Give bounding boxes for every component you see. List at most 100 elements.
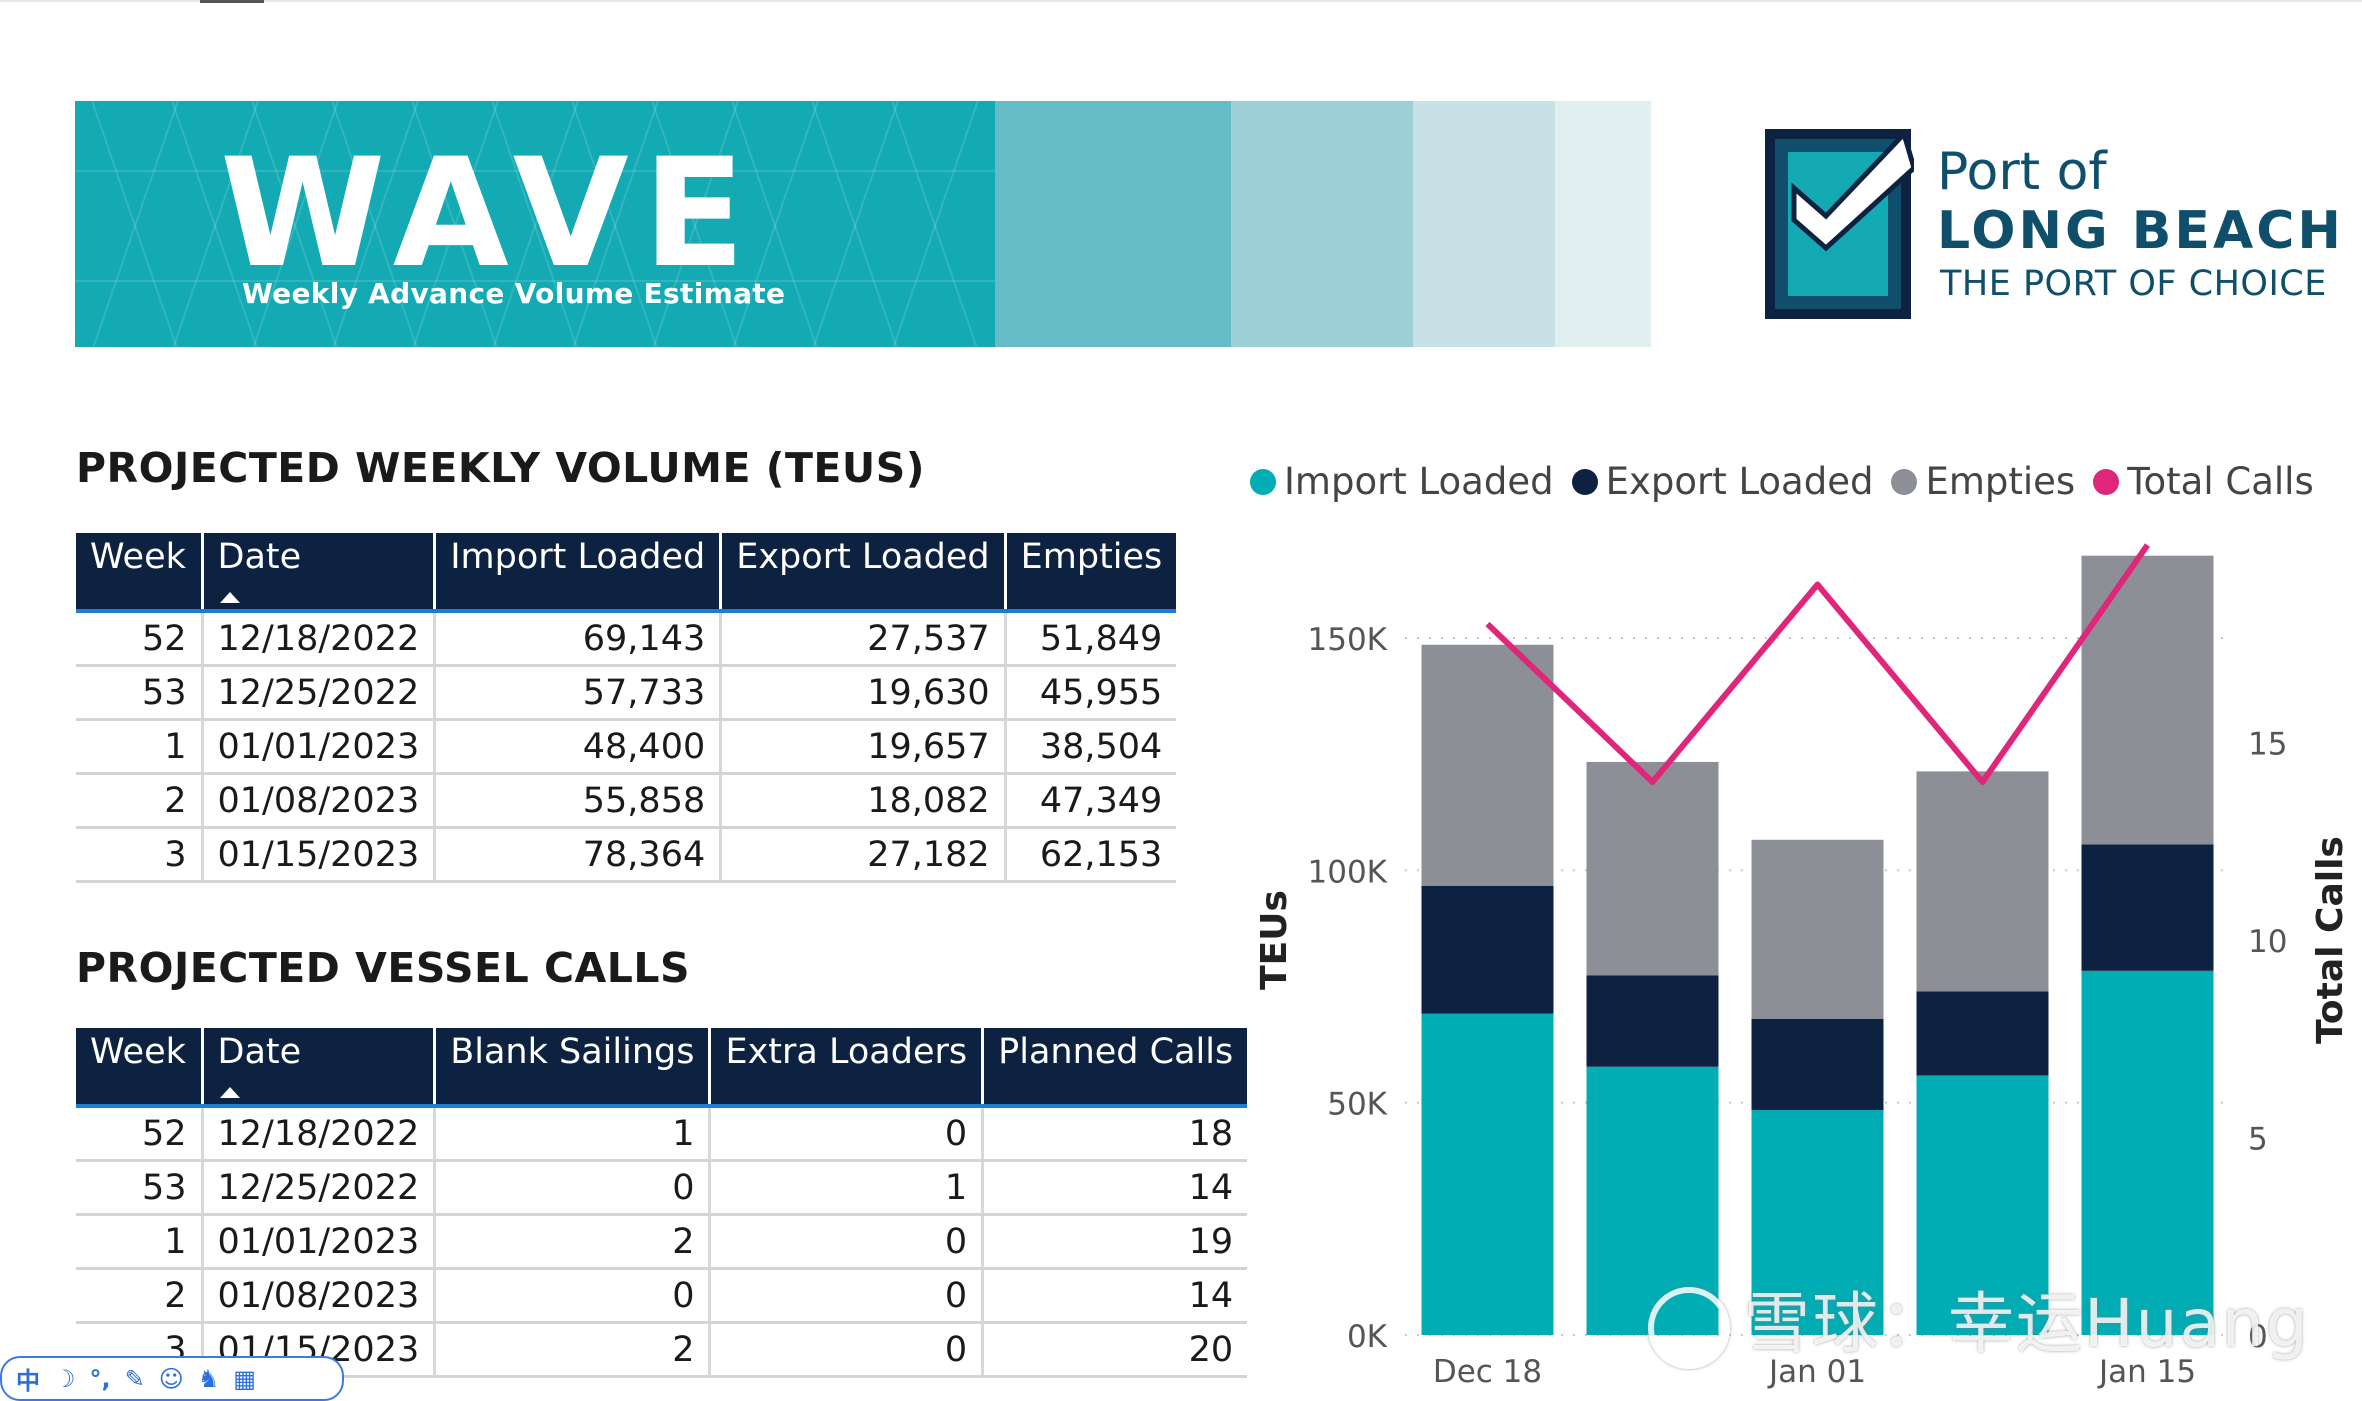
volume-heading: PROJECTED WEEKLY VOLUME (TEUS) [76,444,925,492]
banner-title: WAVE [220,127,760,301]
banner-band-5 [1555,101,1651,347]
cell-export-loaded: 27,182 [719,827,1006,883]
cell-extra-loaders: 1 [708,1160,983,1216]
cell-week: 52 [76,611,202,667]
cell-extra-loaders: 0 [708,1106,983,1162]
bar-export-loaded [1751,1018,1884,1111]
cell-export-loaded: 18,082 [719,773,1006,829]
cell-blank-sailings: 2 [433,1322,710,1378]
y2-tick-label: 10 [2248,924,2287,960]
calls-table: Week Date Blank Sailings Extra Loaders P… [76,1028,1248,1378]
table-row: 53 12/25/2022 57,733 19,630 45,955 [76,665,1177,721]
cell-empties: 38,504 [1003,719,1177,775]
bar-empties [1421,644,1554,886]
ime-toolbar[interactable]: 中 ☽ °, ✎ ☺ ♞ ▦ [0,1356,344,1401]
cell-export-loaded: 19,630 [719,665,1006,721]
wrench-icon[interactable]: ✎ [124,1364,145,1393]
column-header-export-loaded[interactable]: Export Loaded [719,533,1006,611]
cell-import-loaded: 78,364 [433,827,721,883]
emoji-icon[interactable]: ☺ [158,1364,184,1393]
banner-band-4 [1413,101,1555,347]
column-header-week[interactable]: Week [76,1028,202,1106]
legend-label: Total Calls [2127,460,2314,503]
column-header-import-loaded[interactable]: Import Loaded [433,533,721,611]
column-header-date[interactable]: Date [200,1028,435,1106]
legend-dot-icon [2093,468,2120,495]
legend-label: Import Loaded [1284,460,1554,503]
legend-item-total-calls[interactable]: Total Calls [2093,460,2314,503]
table-row: 2 01/08/2023 55,858 18,082 47,349 [76,773,1177,829]
sort-ascending-icon[interactable] [219,1087,240,1098]
window-top-marker [200,0,264,3]
bar-export-loaded [2081,844,2214,971]
cell-empties: 62,153 [1003,827,1177,883]
table-row: 52 12/18/2022 1 0 18 [76,1106,1248,1162]
column-header-week[interactable]: Week [76,533,202,611]
y-tick-label: 150K [1308,622,1388,658]
cell-week: 53 [76,1160,202,1216]
cell-date: 12/18/2022 [200,611,435,667]
cell-planned-calls: 19 [981,1214,1248,1270]
column-header-date[interactable]: Date [200,533,435,611]
bar-export-loaded [1916,991,2049,1076]
table-row: 1 01/01/2023 2 0 19 [76,1214,1248,1270]
cell-week: 52 [76,1106,202,1162]
column-header-blank-sailings[interactable]: Blank Sailings [433,1028,710,1106]
legend-dot-icon [1250,468,1276,495]
cell-date: 01/01/2023 [200,719,435,775]
logo-line-1: Port of [1937,142,2107,202]
cell-date: 12/25/2022 [200,1160,435,1216]
legend-item-import-loaded[interactable]: Import Loaded [1250,460,1554,503]
shirt-icon[interactable]: ♞ [197,1364,220,1393]
legend-item-empties[interactable]: Empties [1891,460,2075,503]
y2-tick-label: 5 [2248,1122,2268,1158]
snowball-logo-icon [1648,1286,1730,1369]
column-header-empties[interactable]: Empties [1003,533,1177,611]
grid-icon[interactable]: ▦ [233,1364,256,1393]
cell-empties: 51,849 [1003,611,1177,667]
cell-week: 2 [76,773,202,829]
cell-import-loaded: 55,858 [433,773,721,829]
bar-empties [1916,771,2049,992]
banner-pattern [75,101,995,347]
punctuation-icon[interactable]: °, [89,1364,111,1393]
legend-item-export-loaded[interactable]: Export Loaded [1571,460,1873,503]
cell-date: 01/08/2023 [200,1268,435,1324]
bar-import-loaded [1421,1013,1554,1335]
cell-empties: 47,349 [1003,773,1177,829]
y-tick-label: 0K [1347,1319,1388,1355]
volume-table: Week Date Import Loaded Export Loaded Em… [76,533,1177,883]
cell-import-loaded: 69,143 [433,611,721,667]
column-header-planned-calls[interactable]: Planned Calls [981,1028,1248,1106]
cell-date: 01/01/2023 [200,1214,435,1270]
sort-ascending-icon[interactable] [219,592,240,603]
bar-empties [2081,555,2214,845]
cell-week: 53 [76,665,202,721]
column-header-extra-loaders[interactable]: Extra Loaders [708,1028,983,1106]
cell-date: 12/25/2022 [200,665,435,721]
table-row: 52 12/18/2022 69,143 27,537 51,849 [76,611,1177,667]
banner-band-3 [1231,101,1413,347]
bar-export-loaded [1586,975,1719,1067]
total-calls-line [1485,543,2150,785]
y2-tick-label: 15 [2248,727,2287,763]
cell-week: 1 [76,1214,202,1270]
table-row: 3 01/15/2023 78,364 27,182 62,153 [76,827,1177,883]
table-row: 2 01/08/2023 0 0 14 [76,1268,1248,1324]
table-header-row: Week Date Import Loaded Export Loaded Em… [76,533,1177,611]
cell-extra-loaders: 0 [708,1322,983,1378]
bar-export-loaded [1421,885,1554,1014]
cell-extra-loaders: 0 [708,1214,983,1270]
cell-blank-sailings: 0 [433,1268,710,1324]
legend-dot-icon [1571,468,1598,495]
logo-line-2: LONG BEACH [1937,201,2344,261]
chart-legend[interactable]: Import Loaded Export Loaded Empties Tota… [1250,460,2332,503]
cell-export-loaded: 19,657 [719,719,1006,775]
cell-week: 2 [76,1268,202,1324]
moon-icon[interactable]: ☽ [54,1364,76,1393]
cell-week: 3 [76,827,202,883]
cell-date: 01/15/2023 [200,827,435,883]
window-top-border [0,0,2362,2]
cell-week: 1 [76,719,202,775]
ime-language-label[interactable]: 中 [16,1367,40,1395]
